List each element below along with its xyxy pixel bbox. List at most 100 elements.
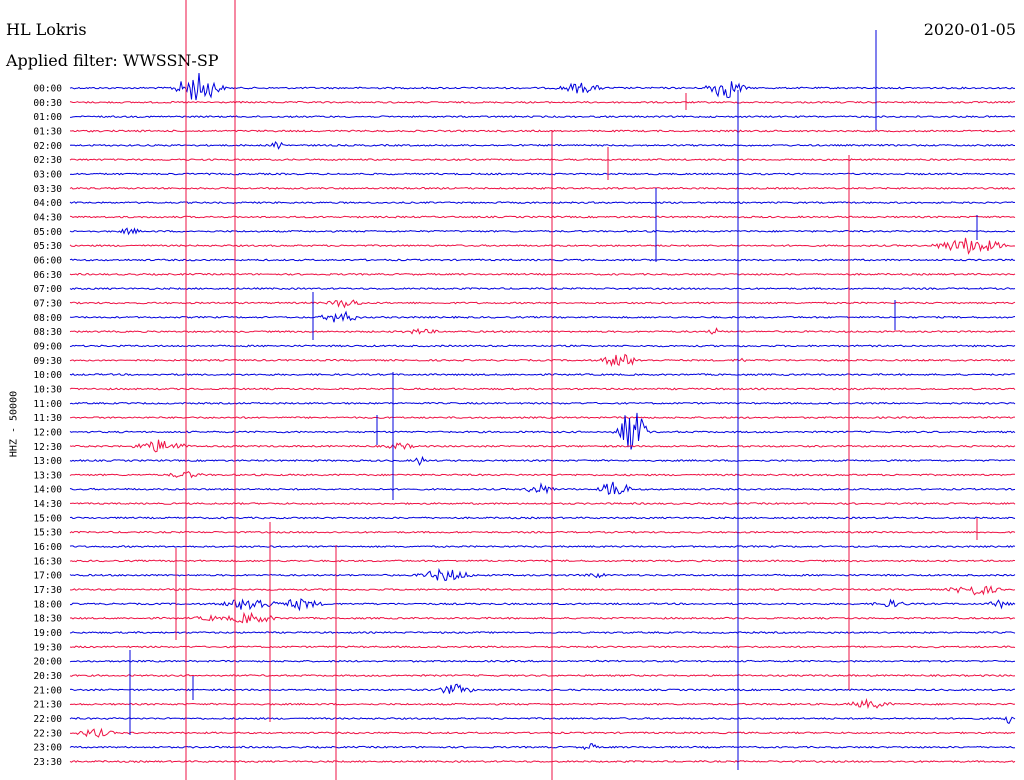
- trace-line: [69, 585, 1016, 596]
- time-label: 12:30: [33, 442, 62, 453]
- time-label: 10:30: [33, 384, 62, 395]
- station-title: HL Lokris: [6, 20, 87, 39]
- time-label: 06:30: [33, 270, 62, 281]
- time-label: 09:30: [33, 356, 62, 367]
- trace-line: [69, 72, 1015, 101]
- trace-line: [69, 530, 1016, 534]
- trace-line: [69, 344, 1016, 348]
- time-label: 23:00: [33, 743, 62, 754]
- time-label: 01:00: [33, 112, 62, 123]
- trace-line: [69, 237, 1016, 255]
- trace-line: [69, 186, 1016, 190]
- time-label: 14:00: [33, 485, 62, 496]
- time-label: 15:30: [33, 528, 62, 539]
- time-label: 02:30: [33, 155, 62, 166]
- trace-line: [69, 659, 1016, 663]
- trace-line: [69, 683, 1016, 694]
- trace-line: [69, 353, 1016, 368]
- trace-line: [69, 611, 1016, 624]
- spike-lines: [129, 0, 978, 780]
- trace-line: [69, 215, 1016, 219]
- time-label: 16:00: [33, 542, 62, 553]
- time-label: 13:00: [33, 456, 62, 467]
- time-label: 19:00: [33, 628, 62, 639]
- filter-label: Applied filter: WWSSN-SP: [6, 51, 219, 70]
- trace-line: [69, 258, 1016, 262]
- time-label: 05:00: [33, 227, 62, 238]
- trace-line: [69, 412, 1016, 450]
- date-label: 2020-01-05: [923, 20, 1016, 39]
- time-label: 20:00: [33, 657, 62, 668]
- trace-line: [69, 172, 1016, 176]
- trace-line: [69, 158, 1016, 162]
- time-label: 08:30: [33, 327, 62, 338]
- time-label: 18:30: [33, 614, 62, 625]
- trace-line: [69, 455, 1016, 466]
- trace-line: [69, 567, 1016, 582]
- time-label: 00:00: [33, 84, 62, 95]
- time-label: 11:00: [33, 399, 62, 410]
- time-label: 21:00: [33, 685, 62, 696]
- trace-line: [69, 387, 1016, 391]
- time-label: 17:00: [33, 571, 62, 582]
- time-label: 04:30: [33, 212, 62, 223]
- time-label: 22:00: [33, 714, 62, 725]
- trace-line: [69, 201, 1016, 205]
- time-label: 23:30: [33, 757, 62, 768]
- time-label: 18:00: [33, 599, 62, 610]
- time-label: 00:30: [33, 98, 62, 109]
- time-label: 06:00: [33, 255, 62, 266]
- time-label: 09:00: [33, 341, 62, 352]
- trace-line: [69, 439, 1016, 453]
- trace-line: [69, 743, 1016, 751]
- trace-line: [69, 481, 1016, 495]
- time-label: 22:30: [33, 728, 62, 739]
- trace-line: [69, 715, 1016, 725]
- time-label: 02:00: [33, 141, 62, 152]
- time-label: 03:30: [33, 184, 62, 195]
- trace-line: [69, 416, 1015, 420]
- time-label: 21:30: [33, 700, 62, 711]
- time-label: 05:30: [33, 241, 62, 252]
- time-label: 19:30: [33, 642, 62, 653]
- trace-line: [69, 727, 1016, 738]
- trace-line: [69, 310, 1016, 323]
- trace-line: [69, 645, 1016, 649]
- trace-line: [69, 141, 1015, 150]
- time-labels: 00:00 00:30 01:00 01:30 02:00 02:30 03:00 03:30…: [33, 84, 62, 769]
- time-label: 11:30: [33, 413, 62, 424]
- trace-line: [69, 373, 1016, 377]
- time-label: 01:30: [33, 126, 62, 137]
- trace-line: [69, 470, 1016, 479]
- time-label: 20:30: [33, 671, 62, 682]
- trace-line: [69, 516, 1016, 520]
- time-label: 12:00: [33, 427, 62, 438]
- trace-line: [69, 545, 1016, 549]
- trace-line: [70, 598, 1016, 612]
- trace-line: [69, 287, 1016, 291]
- trace-line: [69, 674, 1016, 677]
- trace-line: [69, 100, 1016, 104]
- time-label: 13:30: [33, 470, 62, 481]
- time-label: 08:00: [33, 313, 62, 324]
- trace-line: [69, 759, 1016, 763]
- trace-line: [69, 272, 1016, 276]
- trace-line: [69, 559, 1016, 563]
- trace-line: [69, 227, 1016, 236]
- trace-line: [69, 327, 1016, 335]
- trace-line: [69, 697, 1016, 710]
- time-label: 03:00: [33, 169, 62, 180]
- time-label: 15:00: [33, 513, 62, 524]
- trace-line: [69, 299, 1016, 309]
- time-label: 16:30: [33, 556, 62, 567]
- trace-line: [70, 502, 1016, 506]
- time-label: 04:00: [33, 198, 62, 209]
- time-label: 07:00: [33, 284, 62, 295]
- time-label: 10:00: [33, 370, 62, 381]
- time-label: 14:30: [33, 499, 62, 510]
- trace-line: [69, 401, 1016, 405]
- seismogram-traces: [69, 72, 1016, 763]
- trace-line: [69, 129, 1016, 133]
- time-label: 07:30: [33, 298, 62, 309]
